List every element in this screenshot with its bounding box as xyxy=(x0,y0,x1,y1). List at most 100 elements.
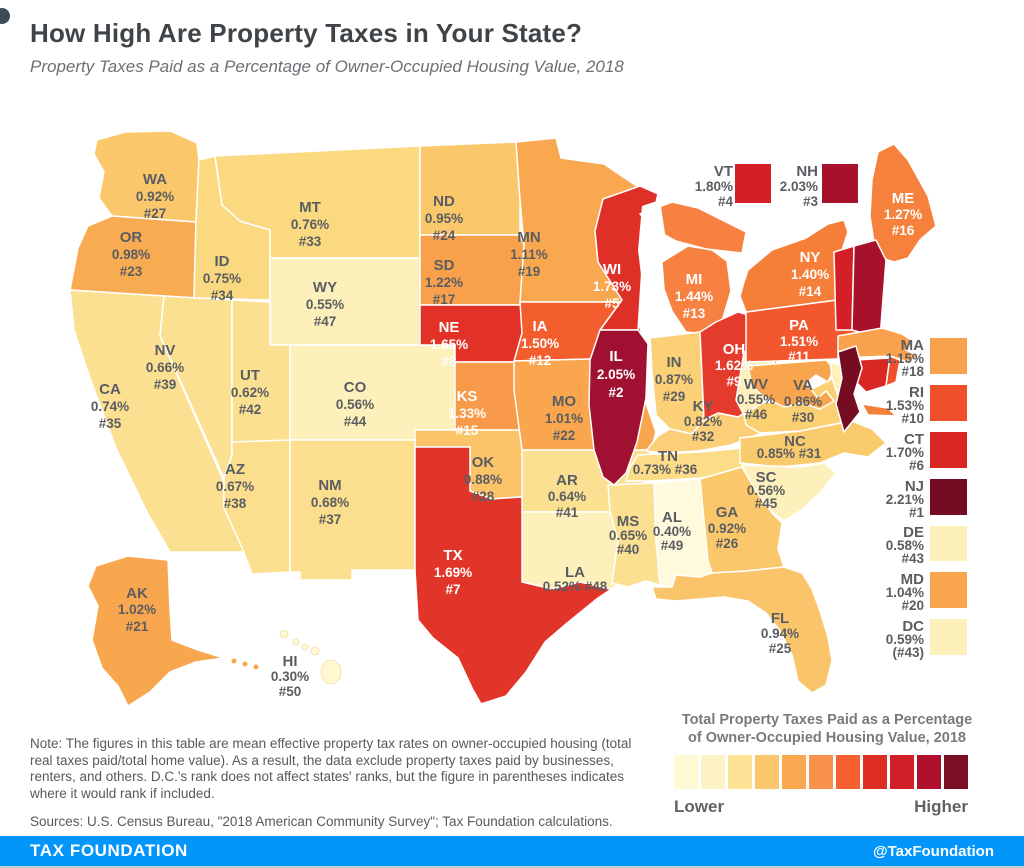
callout-label-ct: CT 1.70% #6 xyxy=(886,431,925,473)
callout-swatch-nj xyxy=(930,479,967,515)
state-label-pa: PA 1.51% #11 xyxy=(780,317,818,364)
state-label-tn: TN 0.73% #36 xyxy=(633,448,698,477)
callout-label-dc: DC 0.59% (#43) xyxy=(886,618,924,660)
state-label-ok: OK 0.88% #28 xyxy=(464,454,502,504)
legend-lower-label: Lower xyxy=(674,797,724,816)
state-label-or: OR 0.98% #23 xyxy=(112,229,150,279)
callout-de: DE 0.58% #43 xyxy=(886,524,967,566)
footer-brand: TAX FOUNDATION xyxy=(30,841,188,860)
corner-logo-fragment xyxy=(0,8,10,24)
state-wy xyxy=(269,257,421,346)
legend: Total Property Taxes Paid as a Percentag… xyxy=(674,712,972,816)
state-label-la: LA 0.52% #48 xyxy=(543,564,608,594)
state-hi-island xyxy=(320,659,342,685)
legend-title-line2: of Owner-Occupied Housing Value, 2018 xyxy=(688,730,966,746)
legend-title-line1: Total Property Taxes Paid as a Percentag… xyxy=(682,712,972,728)
footer-bar: TAX FOUNDATION @TaxFoundation xyxy=(0,836,1024,866)
state-label-ky: KY 0.82% #32 xyxy=(684,398,722,444)
legend-higher-label: Higher xyxy=(914,797,968,816)
state-ak xyxy=(87,555,225,707)
state-label-oh: OH 1.62% #9 xyxy=(715,341,753,389)
callout-label-ma: MA 1.15% #18 xyxy=(886,337,925,379)
state-label-mt: MT 0.76% #33 xyxy=(291,199,329,249)
state-label-ut: UT 0.62% #42 xyxy=(231,367,269,417)
legend-swatch xyxy=(701,755,725,789)
state-nd xyxy=(419,141,521,236)
legend-swatch xyxy=(836,755,860,789)
callout-swatch-ct xyxy=(930,432,967,468)
state-label-mi: MI 1.44% #13 xyxy=(675,271,713,321)
state-label-va: VA 0.86% #30 xyxy=(784,377,822,425)
state-label-hi: HI 0.30% #50 xyxy=(271,653,309,699)
state-label-nv: NV 0.66% #39 xyxy=(146,342,184,392)
legend-swatch xyxy=(890,755,914,789)
state-nj xyxy=(835,345,863,433)
state-label-ny: NY 1.40% #14 xyxy=(791,249,829,299)
state-label-il: IL 2.05% #2 xyxy=(597,348,635,400)
note-block: Note: The figures in this table are mean… xyxy=(30,736,640,840)
callout-swatch-dc xyxy=(930,619,967,655)
callout-swatch-de xyxy=(930,526,967,561)
legend-swatch xyxy=(944,755,968,789)
state-label-mn: MN 1.11% #19 xyxy=(510,229,548,279)
callout-nj: NJ 2.21% #1 xyxy=(886,478,967,520)
state-hi-island xyxy=(279,629,289,639)
callout-swatch-nh xyxy=(822,164,858,203)
legend-swatch xyxy=(674,755,698,789)
callout-md: MD 1.04% #20 xyxy=(886,571,967,613)
ak-aleutian-island xyxy=(231,658,237,664)
callout-swatch-ma xyxy=(930,338,967,374)
callout-swatch-vt xyxy=(735,164,771,203)
callout-swatch-ri xyxy=(930,385,967,421)
callout-label-ri: RI 1.53% #10 xyxy=(886,384,924,426)
callout-label-vt: VT 1.80% #4 xyxy=(695,163,734,209)
state-label-ak: AK 1.02% #21 xyxy=(118,585,156,634)
callout-label-de: DE 0.58% #43 xyxy=(886,524,925,566)
state-label-ga: GA 0.92% #26 xyxy=(708,504,746,551)
callout-dc: DC 0.59% (#43) xyxy=(886,618,967,660)
callout-nh: NH 2.03% #3 xyxy=(780,163,858,209)
footer-twitter-handle[interactable]: @TaxFoundation xyxy=(872,842,994,860)
state-ri xyxy=(885,355,901,387)
state-label-tx: TX 1.69% #7 xyxy=(434,547,472,597)
legend-swatch xyxy=(755,755,779,789)
callout-ct: CT 1.70% #6 xyxy=(886,431,967,473)
state-label-az: AZ 0.67% #38 xyxy=(216,461,254,511)
state-label-ms: MS 0.65% #40 xyxy=(609,513,647,557)
legend-swatch xyxy=(809,755,833,789)
state-label-ks: KS 1.33% #15 xyxy=(448,388,486,438)
page-title: How High Are Property Taxes in Your Stat… xyxy=(30,18,583,48)
state-label-ar: AR 0.64% #41 xyxy=(548,472,586,520)
sources-text: Sources: U.S. Census Bureau, "2018 Ameri… xyxy=(30,814,613,829)
state-hi-island xyxy=(301,643,309,651)
callout-ri: RI 1.53% #10 xyxy=(886,384,967,426)
note-text: Note: The figures in this table are mean… xyxy=(30,736,632,801)
callout-ma: MA 1.15% #18 xyxy=(886,337,967,379)
state-hi-island xyxy=(292,638,300,646)
callout-vt: VT 1.80% #4 xyxy=(695,163,771,209)
state-label-ne: NE 1.65% #8 xyxy=(430,319,468,369)
callout-label-md: MD 1.04% #20 xyxy=(886,571,924,613)
ak-aleutian-island xyxy=(242,661,248,667)
state-label-nc: NC 0.85% #31 xyxy=(757,433,822,461)
state-label-wi: WI 1.73% #5 xyxy=(593,261,631,311)
state-label-ca: CA 0.74% #35 xyxy=(91,381,129,431)
legend-swatch xyxy=(863,755,887,789)
state-label-co: CO 0.56% #44 xyxy=(336,379,374,429)
state-nh xyxy=(851,239,887,339)
ak-aleutian-island xyxy=(253,664,259,670)
state-label-ia: IA 1.50% #12 xyxy=(521,318,559,368)
state-label-sd: SD 1.22% #17 xyxy=(425,257,463,307)
state-label-fl: FL 0.94% #25 xyxy=(761,610,799,656)
state-vt xyxy=(833,245,855,331)
page-subtitle: Property Taxes Paid as a Percentage of O… xyxy=(30,57,624,76)
lake-michigan xyxy=(638,200,668,330)
state-hi-island xyxy=(310,646,320,656)
state-label-al: AL 0.40% #49 xyxy=(653,509,691,553)
state-me xyxy=(869,143,937,263)
legend-swatch xyxy=(917,755,941,789)
state-label-wy: WY 0.55% #47 xyxy=(306,279,344,329)
state-label-me: ME 1.27% #16 xyxy=(884,190,922,238)
